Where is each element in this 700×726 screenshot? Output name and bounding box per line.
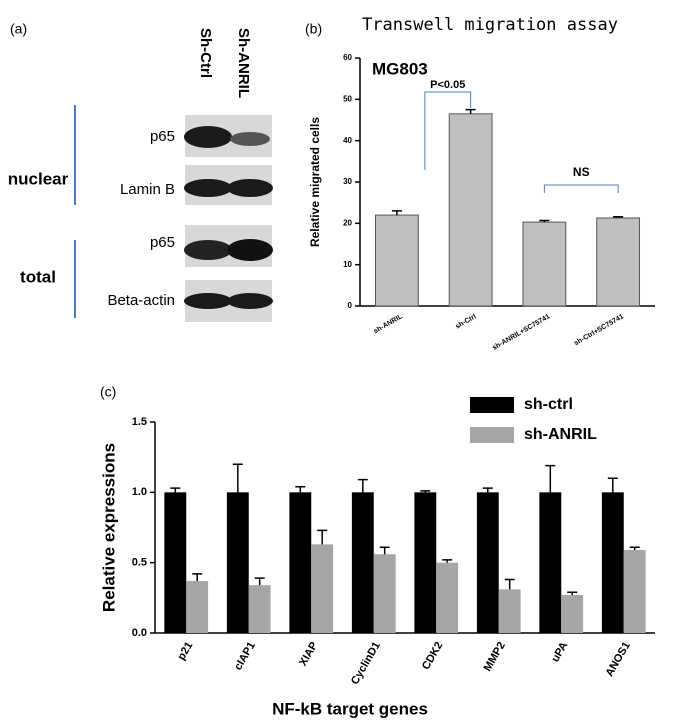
bracket bbox=[543, 184, 619, 193]
bar bbox=[601, 492, 624, 633]
panel-label: (a) bbox=[10, 21, 27, 37]
y-tick-label: 10 bbox=[343, 260, 352, 269]
legend-label: sh-ctrl bbox=[524, 396, 573, 413]
subtitle: MG803 bbox=[372, 59, 428, 78]
bar bbox=[164, 492, 187, 633]
bar bbox=[351, 492, 374, 633]
y-tick-label: 40 bbox=[343, 136, 352, 145]
bar bbox=[596, 217, 641, 307]
y-tick-label: 1.0 bbox=[132, 486, 147, 498]
error-bar bbox=[317, 529, 328, 545]
bar bbox=[289, 492, 312, 633]
annotation: NS bbox=[573, 165, 590, 179]
bar bbox=[373, 554, 396, 633]
group-label: total bbox=[20, 267, 56, 286]
y-axis-label: Relative expressions bbox=[99, 443, 118, 612]
error-bar bbox=[420, 490, 431, 493]
error-bar bbox=[295, 485, 306, 493]
annotation: P<0.05 bbox=[430, 79, 465, 91]
legend-label: sh-ANRIL bbox=[524, 426, 597, 443]
error-bar bbox=[465, 108, 476, 114]
legend-swatch bbox=[470, 427, 514, 443]
x-axis-label: NF-kB target genes bbox=[272, 699, 428, 718]
error-bar bbox=[539, 219, 550, 223]
y-tick-label: 50 bbox=[343, 94, 352, 103]
y-tick-label: 60 bbox=[343, 53, 352, 62]
bar bbox=[436, 562, 459, 633]
group-label: nuclear bbox=[8, 169, 69, 188]
bar bbox=[522, 221, 567, 307]
error-bar bbox=[567, 591, 578, 596]
bar bbox=[414, 492, 437, 633]
bar bbox=[476, 492, 499, 633]
error-bar bbox=[442, 559, 453, 563]
row-label: p65 bbox=[150, 128, 175, 145]
legend-swatch bbox=[470, 397, 514, 413]
error-bar bbox=[254, 577, 265, 586]
chart-title: Transwell migration assay bbox=[362, 15, 618, 35]
y-tick-label: 0 bbox=[348, 301, 353, 310]
error-bar bbox=[170, 487, 181, 493]
bar bbox=[248, 585, 271, 633]
row-label: p65 bbox=[150, 234, 175, 251]
y-tick-label: 0.0 bbox=[132, 627, 147, 639]
y-tick-label: 1.5 bbox=[132, 416, 147, 428]
error-bar bbox=[613, 215, 624, 218]
row-label: Lamin B bbox=[120, 181, 175, 198]
bar bbox=[186, 580, 209, 633]
error-bar bbox=[232, 463, 243, 493]
error-bar bbox=[391, 210, 402, 216]
y-tick-label: 20 bbox=[343, 218, 352, 227]
bar bbox=[311, 544, 334, 633]
error-bar bbox=[629, 546, 640, 551]
row-label: Beta-actin bbox=[107, 292, 175, 309]
error-bar bbox=[545, 464, 556, 493]
bar bbox=[539, 492, 562, 633]
western-blot: nuclear total Sh-Ctrl Sh-ANRIL p65 Lamin… bbox=[8, 28, 273, 322]
bar bbox=[498, 589, 521, 633]
error-bar bbox=[607, 477, 618, 493]
bar bbox=[623, 550, 646, 633]
error-bar bbox=[357, 478, 368, 493]
y-axis-label: Relative migrated cells bbox=[308, 117, 322, 247]
column-label: Sh-ANRIL bbox=[235, 28, 252, 98]
y-tick-label: 0.5 bbox=[132, 557, 147, 569]
panel-label: (c) bbox=[100, 384, 116, 400]
error-bar bbox=[379, 546, 390, 555]
panel-label: (b) bbox=[305, 21, 322, 37]
bar bbox=[448, 113, 493, 307]
error-bar bbox=[192, 573, 203, 581]
bar bbox=[374, 214, 419, 307]
bracket bbox=[424, 91, 472, 170]
y-tick-label: 30 bbox=[343, 177, 352, 186]
bar bbox=[226, 492, 249, 633]
error-bar bbox=[504, 578, 515, 590]
column-label: Sh-Ctrl bbox=[197, 28, 214, 78]
error-bar bbox=[482, 487, 493, 493]
bar bbox=[561, 595, 584, 633]
